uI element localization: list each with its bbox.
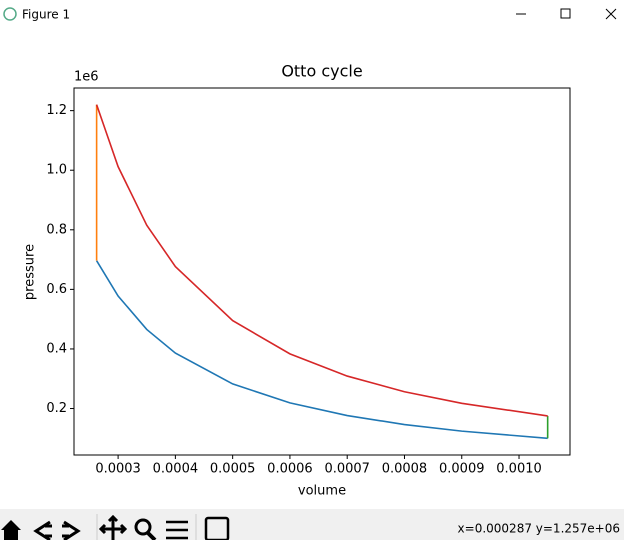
y-tick-label: 1.0 bbox=[46, 163, 67, 178]
zoom-handle bbox=[146, 531, 157, 542]
y-offset-label: 1e6 bbox=[74, 70, 99, 85]
x-tick-label: 0.0003 bbox=[95, 462, 141, 477]
x-tick-label: 0.0006 bbox=[267, 462, 313, 477]
status-text: x=0.000287 y=1.257e+06 bbox=[458, 522, 620, 536]
line bbox=[95, 104, 548, 417]
close-button[interactable] bbox=[605, 8, 617, 20]
configure-button[interactable] bbox=[166, 520, 188, 540]
x-tick-label: 0.0004 bbox=[153, 462, 199, 477]
y-tick-label: 0.8 bbox=[46, 222, 67, 237]
axes-frame bbox=[73, 87, 571, 456]
forward-button[interactable] bbox=[62, 520, 81, 542]
line bbox=[95, 260, 548, 440]
y-tick-label: 1.2 bbox=[46, 103, 67, 118]
title-bar bbox=[0, 0, 624, 28]
y-tick-label: 0.6 bbox=[46, 282, 67, 297]
x-tick-label: 0.0005 bbox=[210, 462, 256, 477]
maximize-button[interactable] bbox=[560, 8, 571, 19]
x-tick-label: 0.0009 bbox=[439, 462, 485, 477]
y-axis-label: pressure bbox=[23, 244, 38, 300]
x-tick-label: 0.0008 bbox=[382, 462, 428, 477]
y-tick-label: 0.2 bbox=[46, 401, 67, 416]
x-axis-label: volume bbox=[298, 484, 346, 499]
pan-button[interactable] bbox=[98, 514, 128, 540]
window-title: Figure 1 bbox=[22, 8, 70, 22]
home-button[interactable] bbox=[1, 520, 21, 540]
back-button[interactable] bbox=[33, 520, 52, 542]
app-icon bbox=[3, 7, 17, 21]
plot: Otto cycle volume pressure 1e6 0.0003 0.0… bbox=[23, 62, 571, 499]
chart-title: Otto cycle bbox=[281, 62, 362, 81]
zoom-button[interactable] bbox=[134, 518, 152, 536]
x-tick-label: 0.0007 bbox=[324, 462, 370, 477]
x-tick-label: 0.0010 bbox=[496, 462, 542, 477]
y-tick-label: 0.4 bbox=[46, 341, 67, 356]
